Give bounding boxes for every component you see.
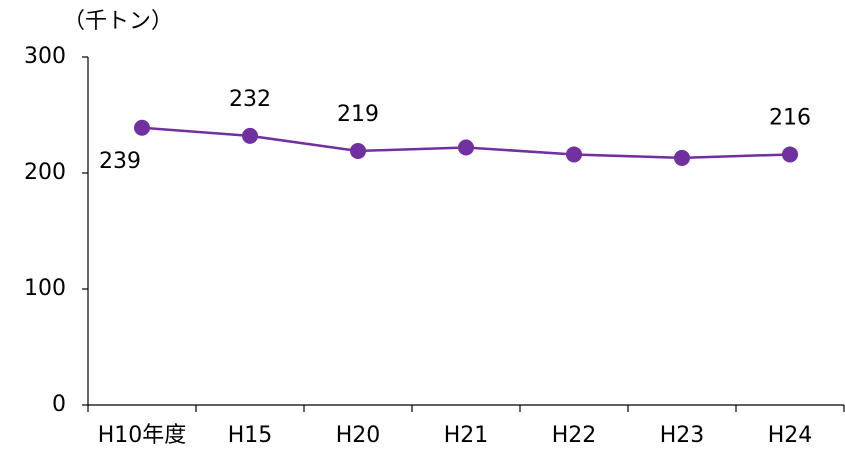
data-label: 216 [769,105,811,130]
x-tick-label: H24 [768,423,813,448]
data-point [242,127,258,144]
y-tick-label: 100 [24,276,66,301]
x-tick-label: H15 [228,423,273,448]
y-tick-label: 200 [24,160,66,185]
data-point [566,146,582,163]
data-point [350,142,366,159]
y-tick-label: 300 [24,44,66,69]
x-tick-label: H20 [336,423,381,448]
data-point [458,139,474,156]
y-tick-label: 0 [52,392,66,417]
y-unit-label: （千トン） [63,9,173,34]
data-label: 239 [99,149,141,174]
data-label: 219 [337,102,379,127]
x-tick-label: H23 [660,423,705,448]
x-tick-label: H21 [444,423,489,448]
data-point [782,146,798,163]
data-label: 232 [229,87,271,112]
data-point [674,149,690,166]
data-point [134,119,150,136]
x-tick-label: H22 [552,423,597,448]
x-tick-label: H10年度 [98,423,187,448]
